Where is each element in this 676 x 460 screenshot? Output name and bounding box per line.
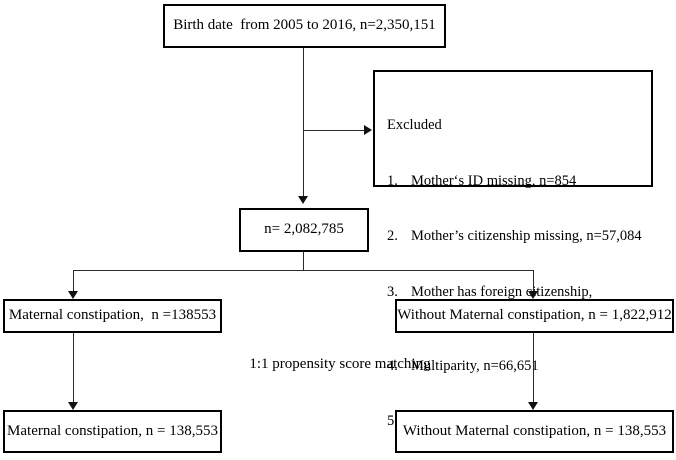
box-unexposed: Without Maternal constipation, n = 1,822… (395, 299, 674, 333)
box-matched-unexposed: Without Maternal constipation, n = 138,5… (395, 410, 674, 453)
birth-cohort-label: Birth date from 2005 to 2016, n=2,350,15… (173, 17, 436, 34)
arrow-down-icon (68, 402, 78, 410)
arrow-right-icon (364, 125, 372, 135)
excluded-item-number: 3. (387, 283, 398, 300)
arrow-down-icon (528, 402, 538, 410)
box-exposed: Maternal constipation, n =138553 (3, 299, 222, 333)
box-excluded: Excluded 1. Mother‘s ID missing, n=854 2… (373, 70, 653, 429)
connector-branch-horizontal (73, 270, 533, 271)
excluded-title: Excluded (387, 117, 442, 133)
excluded-item-text: Mother’s citizenship missing, n=57,084 (411, 228, 642, 244)
box-matched-exposed: Maternal constipation, n = 138,553 (3, 410, 222, 453)
excluded-item-text: Multiparity, n=66,651 (411, 357, 539, 374)
excluded-item-number: 4. (387, 357, 398, 374)
matched-exposed-label: Maternal constipation, n = 138,553 (7, 422, 218, 439)
excluded-item: 4. Multiparity, n=66,651 (387, 357, 643, 376)
connector-eligible-stub (303, 252, 304, 270)
connector-branch-right (533, 270, 534, 292)
connector-top-to-eligible (303, 48, 304, 198)
matched-unexposed-label: Without Maternal constipation, n = 138,5… (402, 422, 667, 439)
box-birth-cohort: Birth date from 2005 to 2016, n=2,350,15… (163, 4, 446, 48)
connector-to-excluded (304, 130, 364, 131)
arrow-down-icon (68, 291, 78, 299)
connector-exposed-to-matched (73, 333, 74, 403)
arrow-down-icon (298, 196, 308, 204)
exposed-label: Maternal constipation, n =138553 (8, 307, 217, 324)
connector-unexposed-to-matched (533, 333, 534, 403)
arrow-down-icon (528, 291, 538, 299)
unexposed-label: Without Maternal constipation, n = 1,822… (397, 307, 672, 324)
matching-label: 1:1 propensity score matching (249, 356, 431, 372)
excluded-item-text: Mother‘s ID missing, n=854 (411, 172, 577, 189)
excluded-item: 1. Mother‘s ID missing, n=854 (387, 172, 643, 191)
box-eligible-count: n= 2,082,785 (239, 208, 369, 252)
excluded-item-number: 1. (387, 172, 398, 189)
connector-branch-left (73, 270, 74, 292)
excluded-item: 2. Mother’s citizenship missing, n=57,08… (387, 227, 643, 246)
excluded-item-number: 5. (387, 413, 398, 429)
excluded-item-number: 2. (387, 228, 398, 244)
eligible-count-label: n= 2,082,785 (264, 221, 344, 238)
